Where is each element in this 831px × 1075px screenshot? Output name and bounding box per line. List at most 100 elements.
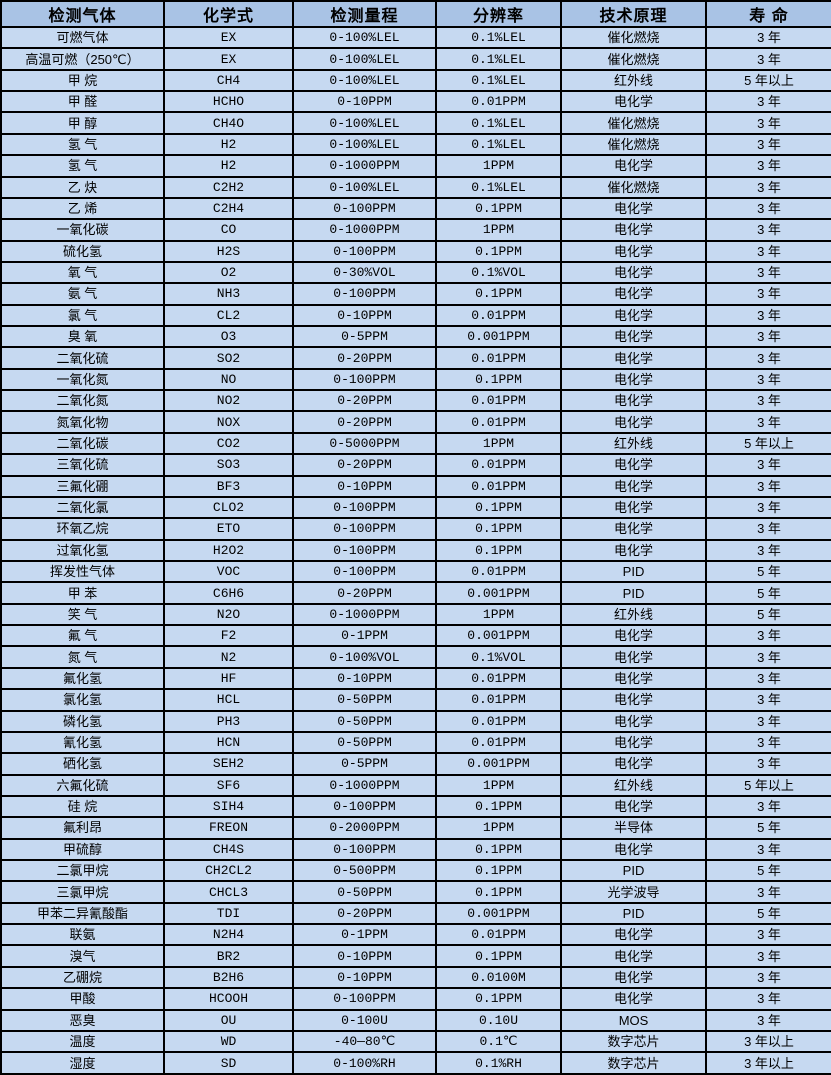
cell-life: 3 年 xyxy=(705,346,831,370)
cell-formula: FREON xyxy=(163,816,294,840)
cell-principle: 电化学 xyxy=(560,154,707,178)
cell-resolution: 0.1PPM xyxy=(435,517,562,541)
cell-gas: 硒化氢 xyxy=(0,752,165,776)
cell-gas: 氟利昂 xyxy=(0,816,165,840)
cell-principle: 电化学 xyxy=(560,517,707,541)
cell-resolution: 0.01PPM xyxy=(435,90,562,114)
cell-principle: 电化学 xyxy=(560,666,707,691)
cell-principle: 催化燃烧 xyxy=(560,175,707,199)
cell-resolution: 0.1PPM xyxy=(435,944,562,968)
column-header-life: 寿 命 xyxy=(705,0,831,28)
cell-gas: 环氧乙烷 xyxy=(0,517,165,541)
cell-gas: 甲 醛 xyxy=(0,90,165,114)
cell-gas: 三氧化硫 xyxy=(0,453,165,477)
cell-formula: SF6 xyxy=(163,773,294,797)
cell-principle: 红外线 xyxy=(560,773,707,797)
cell-principle: 电化学 xyxy=(560,688,707,712)
cell-gas: 甲酸 xyxy=(0,987,165,1011)
cell-gas: 溴气 xyxy=(0,944,165,968)
cell-life: 3 年 xyxy=(705,367,831,392)
cell-life: 3 年 xyxy=(705,260,831,285)
cell-range: 0-50PPM xyxy=(292,688,437,712)
cell-principle: 电化学 xyxy=(560,987,707,1011)
cell-principle: 电化学 xyxy=(560,495,707,520)
cell-gas: 二氧化氯 xyxy=(0,495,165,520)
cell-formula: H2 xyxy=(163,132,294,157)
cell-range: 0-50PPM xyxy=(292,730,437,755)
cell-formula: HCN xyxy=(163,730,294,755)
cell-resolution: 0.001PPM xyxy=(435,752,562,776)
cell-resolution: 1PPM xyxy=(435,816,562,840)
table-row: 氮氧化物 NOX 0-20PPM 0.01PPM 电化学 3 年 xyxy=(0,410,831,434)
table-row: 甲酸 HCOOH 0-100PPM 0.1PPM 电化学 3 年 xyxy=(0,987,831,1011)
cell-life: 5 年以上 xyxy=(705,431,831,456)
cell-life: 5 年以上 xyxy=(705,68,831,93)
cell-life: 3 年 xyxy=(705,132,831,157)
cell-resolution: 0.01PPM xyxy=(435,559,562,584)
table-row: 三氯甲烷 CHCL3 0-50PPM 0.1PPM 光学波导 3 年 xyxy=(0,880,831,904)
table-row: 乙 炔 C2H2 0-100%LEL 0.1%LEL 催化燃烧 3 年 xyxy=(0,175,831,199)
cell-resolution: 0.001PPM xyxy=(435,624,562,648)
cell-gas: 乙 烯 xyxy=(0,196,165,221)
cell-gas: 二氧化氮 xyxy=(0,389,165,413)
cell-range: 0-100PPM xyxy=(292,987,437,1011)
cell-resolution: 0.001PPM xyxy=(435,581,562,605)
cell-gas: 甲 烷 xyxy=(0,68,165,93)
cell-resolution: 0.0100M xyxy=(435,965,562,990)
cell-resolution: 0.1PPM xyxy=(435,987,562,1011)
cell-gas: 甲苯二异氰酸酯 xyxy=(0,901,165,926)
cell-life: 5 年 xyxy=(705,581,831,605)
cell-formula: CLO2 xyxy=(163,495,294,520)
cell-life: 3 年 xyxy=(705,495,831,520)
cell-range: 0-100%LEL xyxy=(292,47,437,71)
cell-gas: 三氟化硼 xyxy=(0,474,165,498)
cell-gas: 磷化氢 xyxy=(0,709,165,733)
cell-principle: 红外线 xyxy=(560,68,707,93)
cell-principle: 电化学 xyxy=(560,944,707,968)
cell-formula: C2H2 xyxy=(163,175,294,199)
cell-life: 3 年 xyxy=(705,645,831,669)
cell-principle: 电化学 xyxy=(560,709,707,733)
table-row: 氢 气 H2 0-100%LEL 0.1%LEL 催化燃烧 3 年 xyxy=(0,132,831,157)
cell-formula: N2H4 xyxy=(163,923,294,947)
cell-principle: 电化学 xyxy=(560,538,707,563)
cell-resolution: 0.01PPM xyxy=(435,666,562,691)
cell-range: 0-100PPM xyxy=(292,282,437,306)
cell-gas: 甲硫醇 xyxy=(0,837,165,862)
cell-life: 3 年 xyxy=(705,965,831,990)
table-row: 甲 苯 C6H6 0-20PPM 0.001PPM PID 5 年 xyxy=(0,581,831,605)
table-row: 过氧化氢 H2O2 0-100PPM 0.1PPM 电化学 3 年 xyxy=(0,538,831,563)
cell-formula: O2 xyxy=(163,260,294,285)
cell-gas: 恶臭 xyxy=(0,1008,165,1032)
cell-principle: 电化学 xyxy=(560,196,707,221)
cell-formula: H2S xyxy=(163,239,294,263)
cell-range: 0-10PPM xyxy=(292,944,437,968)
cell-principle: 催化燃烧 xyxy=(560,111,707,135)
cell-resolution: 0.1%LEL xyxy=(435,68,562,93)
cell-principle: PID xyxy=(560,581,707,605)
table-row: 氢 气 H2 0-1000PPM 1PPM 电化学 3 年 xyxy=(0,154,831,178)
cell-life: 3 年 xyxy=(705,303,831,328)
cell-formula: C2H4 xyxy=(163,196,294,221)
cell-range: 0-10PPM xyxy=(292,90,437,114)
cell-resolution: 1PPM xyxy=(435,602,562,627)
cell-formula: CHCL3 xyxy=(163,880,294,904)
cell-range: 0-100%LEL xyxy=(292,68,437,93)
cell-formula: CH4S xyxy=(163,837,294,862)
cell-range: 0-20PPM xyxy=(292,453,437,477)
cell-life: 3 年 xyxy=(705,325,831,349)
cell-range: 0-100PPM xyxy=(292,559,437,584)
table-body: 可燃气体 EX 0-100%LEL 0.1%LEL 催化燃烧 3 年高温可燃（250℃） E… xyxy=(0,25,831,1075)
cell-formula: CH4O xyxy=(163,111,294,135)
cell-resolution: 0.1PPM xyxy=(435,880,562,904)
cell-formula: H2O2 xyxy=(163,538,294,563)
cell-formula: VOC xyxy=(163,559,294,584)
cell-principle: 电化学 xyxy=(560,752,707,776)
cell-resolution: 0.1%VOL xyxy=(435,645,562,669)
table-row: 甲硫醇 CH4S 0-100PPM 0.1PPM 电化学 3 年 xyxy=(0,837,831,862)
table-row: 氟利昂 FREON 0-2000PPM 1PPM 半导体 5 年 xyxy=(0,816,831,840)
table-row: 挥发性气体 VOC 0-100PPM 0.01PPM PID 5 年 xyxy=(0,559,831,584)
cell-formula: HCL xyxy=(163,688,294,712)
cell-resolution: 0.1%LEL xyxy=(435,25,562,50)
cell-resolution: 0.01PPM xyxy=(435,709,562,733)
